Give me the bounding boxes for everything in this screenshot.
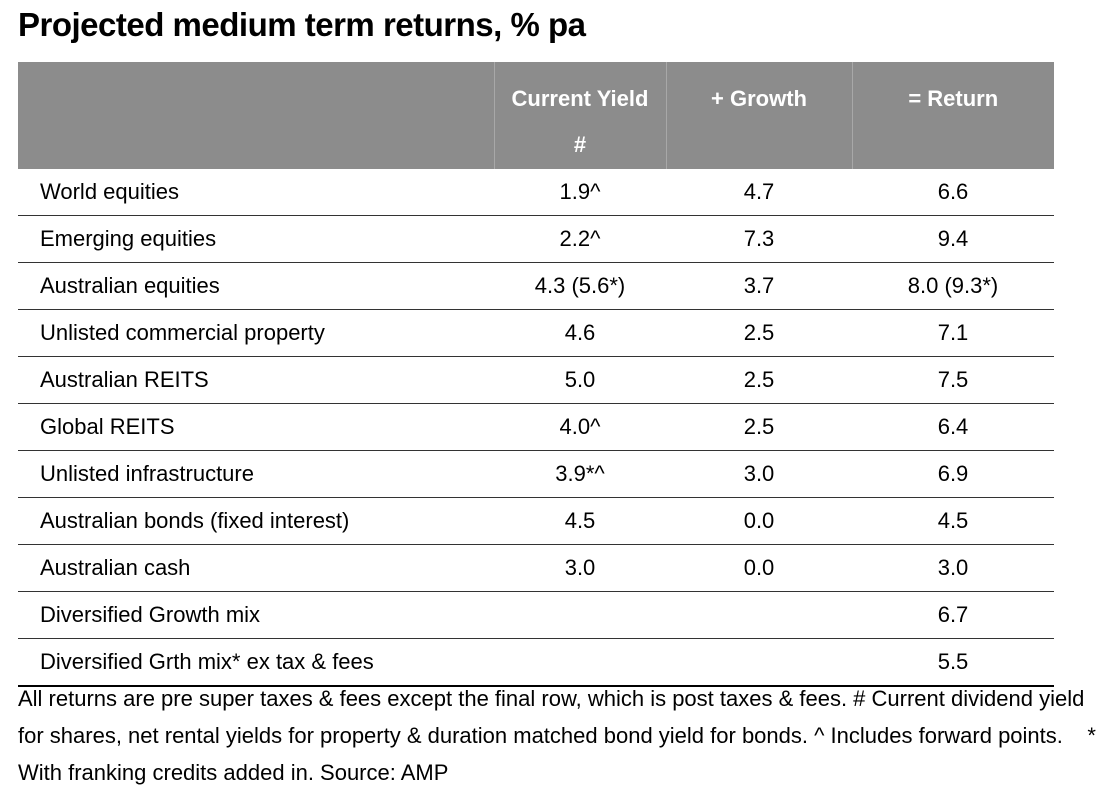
value-cell: 3.0 bbox=[494, 544, 666, 592]
value-cell: 1.9^ bbox=[494, 169, 666, 216]
value-cell: 5.5 bbox=[852, 638, 1054, 687]
value-cell: 2.5 bbox=[666, 356, 852, 404]
value-cell: 4.6 bbox=[494, 309, 666, 357]
value-cell: 3.0 bbox=[666, 450, 852, 498]
value-cell: 7.1 bbox=[852, 309, 1054, 357]
returns-table: Current Yield # + Growth = Return World eq… bbox=[18, 62, 1054, 687]
table-row: Unlisted commercial property 4.6 2.5 7.1 bbox=[18, 309, 1054, 357]
table-row: Australian bonds (fixed interest) 4.5 0.0 4… bbox=[18, 497, 1054, 545]
value-cell: 4.5 bbox=[852, 497, 1054, 545]
value-cell: 9.4 bbox=[852, 215, 1054, 263]
value-cell: 3.7 bbox=[666, 262, 852, 310]
row-label: Diversified Grth mix* ex tax & fees bbox=[18, 638, 494, 687]
value-cell: 7.3 bbox=[666, 215, 852, 263]
row-label: Australian REITS bbox=[18, 356, 494, 404]
table-row: Australian equities 4.3 (5.6*) 3.7 8.0 (9.3… bbox=[18, 262, 1054, 310]
row-label: Australian cash bbox=[18, 544, 494, 592]
value-cell: 6.9 bbox=[852, 450, 1054, 498]
value-cell: 3.0 bbox=[852, 544, 1054, 592]
row-label: Australian bonds (fixed interest) bbox=[18, 497, 494, 545]
header-row: Current Yield # + Growth = Return bbox=[18, 62, 1054, 169]
table-row: Diversified Growth mix 6.7 bbox=[18, 591, 1054, 639]
table-row: Australian cash 3.0 0.0 3.0 bbox=[18, 544, 1054, 592]
value-cell: 0.0 bbox=[666, 497, 852, 545]
value-cell bbox=[666, 591, 852, 639]
header-cell: Current Yield # bbox=[493, 62, 666, 169]
table-row: Emerging equities 2.2^ 7.3 9.4 bbox=[18, 215, 1054, 263]
row-label: Unlisted commercial property bbox=[18, 309, 494, 357]
row-label: World equities bbox=[18, 169, 494, 216]
table-row: Diversified Grth mix* ex tax & fees 5.5 bbox=[18, 638, 1054, 687]
row-label: Global REITS bbox=[18, 403, 494, 451]
value-cell: 6.6 bbox=[852, 169, 1054, 216]
value-cell: 2.5 bbox=[666, 309, 852, 357]
footnote: All returns are pre super taxes & fees e… bbox=[18, 686, 1103, 785]
row-label: Emerging equities bbox=[18, 215, 494, 263]
value-cell: 4.5 bbox=[494, 497, 666, 545]
table-row: Australian REITS 5.0 2.5 7.5 bbox=[18, 356, 1054, 404]
row-label: Australian equities bbox=[18, 262, 494, 310]
value-cell bbox=[494, 591, 666, 639]
table-row: Global REITS 4.0^ 2.5 6.4 bbox=[18, 403, 1054, 451]
row-label: Diversified Growth mix bbox=[18, 591, 494, 639]
header-cell: + Growth bbox=[665, 62, 852, 169]
value-cell bbox=[494, 638, 666, 687]
value-cell: 6.4 bbox=[852, 403, 1054, 451]
value-cell: 2.2^ bbox=[494, 215, 666, 263]
value-cell: 7.5 bbox=[852, 356, 1054, 404]
value-cell: 4.0^ bbox=[494, 403, 666, 451]
row-label: Unlisted infrastructure bbox=[18, 450, 494, 498]
table-row: World equities 1.9^ 4.7 6.6 bbox=[18, 169, 1054, 216]
value-cell: 8.0 (9.3*) bbox=[852, 262, 1054, 310]
header-cell: = Return bbox=[851, 62, 1054, 169]
value-cell: 4.7 bbox=[666, 169, 852, 216]
title: Projected medium term returns, % pa bbox=[18, 6, 586, 43]
value-cell: 0.0 bbox=[666, 544, 852, 592]
table-body: World equities 1.9^ 4.7 6.6 Emerging equitie… bbox=[18, 169, 1054, 687]
value-cell: 5.0 bbox=[494, 356, 666, 404]
header-cell bbox=[18, 62, 494, 169]
value-cell bbox=[666, 638, 852, 687]
value-cell: 4.3 (5.6*) bbox=[494, 262, 666, 310]
value-cell: 6.7 bbox=[852, 591, 1054, 639]
value-cell: 2.5 bbox=[666, 403, 852, 451]
value-cell: 3.9*^ bbox=[494, 450, 666, 498]
table-row: Unlisted infrastructure 3.9*^ 3.0 6.9 bbox=[18, 450, 1054, 498]
